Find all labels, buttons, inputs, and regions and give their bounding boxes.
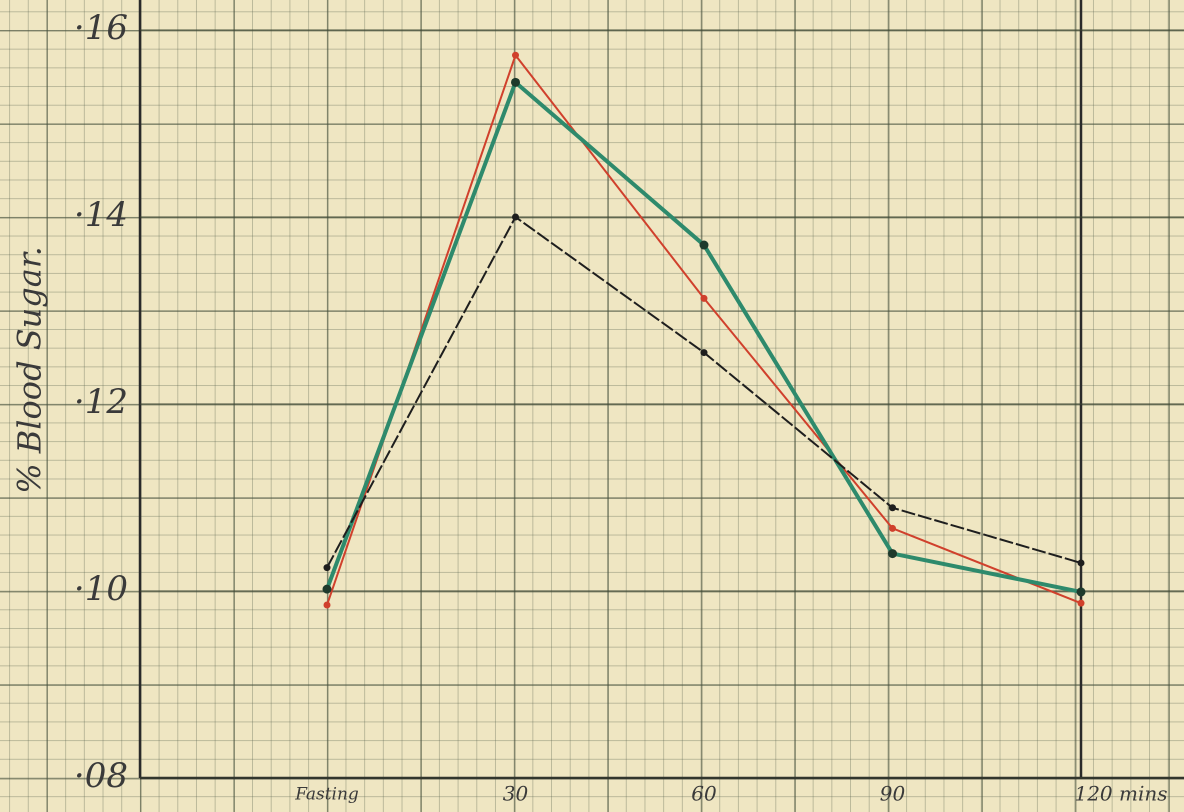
point [700, 349, 708, 357]
y-tick-label: ·12 [74, 382, 128, 422]
point [323, 601, 331, 609]
point [888, 549, 897, 559]
x-tick-label: 120 mins [1074, 782, 1167, 806]
y-tick-label: ·10 [74, 569, 128, 609]
point [512, 51, 519, 59]
point [700, 294, 708, 302]
x-tick-label: 60 [691, 782, 717, 806]
x-tick-label: Fasting [294, 785, 359, 805]
point [1077, 599, 1085, 607]
point [322, 584, 332, 594]
y-tick-label: ·16 [74, 8, 128, 48]
point [1077, 559, 1085, 567]
series-line [325, 80, 1082, 594]
point [512, 213, 519, 221]
point [323, 564, 331, 572]
series-line [326, 54, 1082, 606]
point [699, 240, 709, 250]
x-tick-label: 90 [880, 782, 906, 806]
point [889, 504, 896, 512]
point [1076, 587, 1086, 597]
y-axis-label: % Blood Sugar. [11, 246, 49, 494]
y-tick-label: ·08 [74, 756, 128, 796]
x-tick-label: 30 [503, 782, 529, 806]
y-tick-label: ·14 [74, 195, 128, 235]
point [511, 77, 520, 87]
point [889, 524, 896, 532]
series-line [326, 216, 1082, 569]
